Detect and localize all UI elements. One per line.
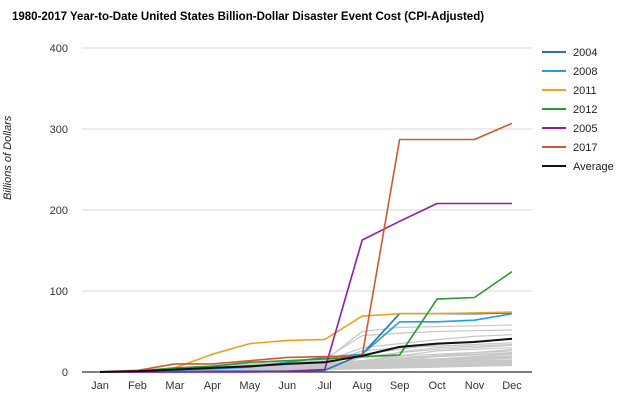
x-tick-label: Sep [390,380,410,392]
x-tick-label: Nov [465,380,485,392]
chart-title: 1980-2017 Year-to-Date United States Bil… [12,11,485,23]
y-tick-label: 400 [50,43,68,55]
y-tick-label: 100 [50,286,68,298]
x-tick-label: Apr [204,380,221,392]
series-line-average [99,337,513,373]
legend-label: 2004 [573,47,597,59]
x-tick-label: Mar [165,380,184,392]
legend-label: 2005 [573,123,597,135]
x-tick-label: Oct [429,380,446,392]
legend-label: Average [573,161,614,173]
x-tick-label: Jun [278,380,296,392]
legend-label: 2011 [573,85,597,97]
y-tick-label: 300 [50,124,68,136]
legend-label: 2012 [573,104,597,116]
y-tick-label: 200 [50,205,68,217]
y-tick-label: 0 [62,367,68,379]
x-tick-label: Aug [352,380,372,392]
x-tick-label: Jan [91,380,109,392]
x-tick-label: May [239,380,260,392]
x-tick-label: Jul [318,380,332,392]
series-line-2017 [99,122,513,373]
legend-label: 2008 [573,66,597,78]
legend-label: 2017 [573,142,597,154]
series-line-2005 [100,202,512,373]
x-tick-label: Feb [128,380,147,392]
x-tick-label: Dec [502,380,522,392]
series-line-2012 [99,270,513,373]
